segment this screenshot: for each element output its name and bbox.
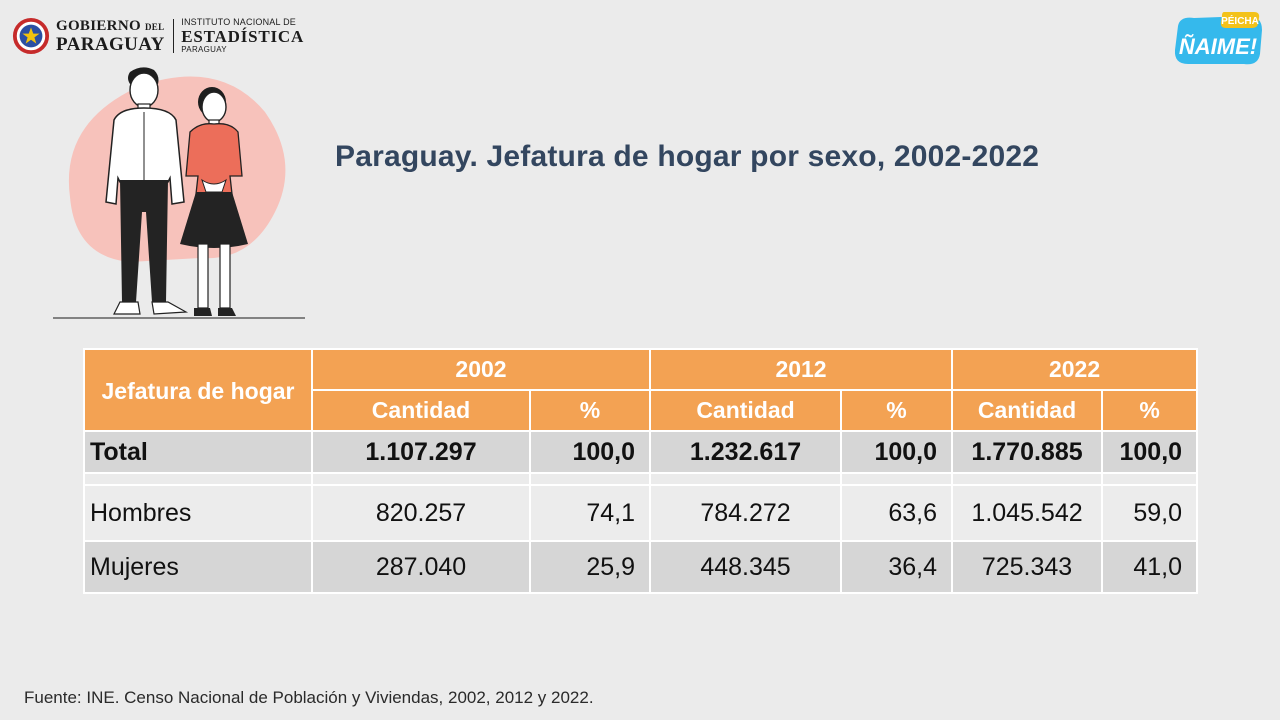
subheader-percent: %: [840, 389, 954, 432]
cell-2012-cantidad: 1.232.617: [649, 430, 843, 474]
campaign-top-text: PÉICHA: [1221, 14, 1259, 27]
row-label: Mujeres: [83, 540, 313, 594]
cell-2012-percent: 100,0: [840, 430, 954, 474]
gov-line2: PARAGUAY: [56, 33, 165, 55]
peicha-naime-logo: PÉICHA ÑAIME!: [1174, 12, 1262, 65]
subheader-cantidad: Cantidad: [311, 389, 531, 432]
ine-line3: PARAGUAY: [181, 45, 227, 54]
year-header-2022: 2022: [951, 348, 1199, 391]
row-header-label: Jefatura de hogar: [83, 348, 313, 432]
cell-2012-percent: 63,6: [840, 484, 954, 542]
table-row-total: Total 1.107.297 100,0 1.232.617 100,0 1.…: [83, 430, 1199, 474]
row-label: Hombres: [83, 484, 313, 542]
paraguay-seal-icon: [12, 17, 50, 55]
subheader-percent: %: [528, 389, 652, 432]
woman-figure: [180, 87, 248, 316]
table-row-mujeres: Mujeres 287.040 25,9 448.345 36,4 725.34…: [83, 540, 1199, 594]
source-note: Fuente: INE. Censo Nacional de Población…: [24, 688, 594, 707]
cell-2012-cantidad: 448.345: [649, 540, 843, 594]
table-row-hombres: Hombres 820.257 74,1 784.272 63,6 1.045.…: [83, 484, 1199, 542]
cell-2022-percent: 100,0: [1101, 430, 1199, 474]
ine-line1: INSTITUTO NACIONAL DE: [181, 17, 296, 27]
cell-2002-percent: 74,1: [528, 484, 652, 542]
subheader-percent: %: [1101, 389, 1199, 432]
cell-2002-cantidad: 820.257: [311, 484, 531, 542]
man-figure: [105, 67, 189, 315]
cell-2022-cantidad: 1.770.885: [951, 430, 1104, 474]
row-label: Total: [83, 430, 313, 474]
ine-line2: ESTADÍSTICA: [181, 27, 305, 46]
cell-2022-cantidad: 725.343: [951, 540, 1104, 594]
couple-illustration: [53, 67, 305, 319]
campaign-main-text: ÑAIME!: [1179, 34, 1257, 59]
cell-2002-cantidad: 287.040: [311, 540, 531, 594]
government-logo: GOBIERNO DEL PARAGUAY INSTITUTO NACIONAL…: [12, 16, 304, 56]
gov-line1: GOBIERNO: [56, 17, 141, 34]
cell-2002-percent: 100,0: [528, 430, 652, 474]
cell-2022-percent: 41,0: [1101, 540, 1199, 594]
subheader-cantidad: Cantidad: [649, 389, 843, 432]
cell-2012-cantidad: 784.272: [649, 484, 843, 542]
cell-2022-cantidad: 1.045.542: [951, 484, 1104, 542]
subheader-cantidad: Cantidad: [951, 389, 1104, 432]
logo-divider: [172, 19, 175, 53]
cell-2002-percent: 25,9: [528, 540, 652, 594]
gov-line1-small: DEL: [144, 21, 165, 32]
year-header-2002: 2002: [310, 348, 652, 391]
year-header-2012: 2012: [649, 348, 954, 391]
cell-2002-cantidad: 1.107.297: [311, 430, 531, 474]
cell-2012-percent: 36,4: [840, 540, 954, 594]
table-spacer: [83, 472, 1199, 486]
household-head-table: Jefatura de hogar 2002 2012 2022 Cantida…: [83, 348, 1199, 594]
cell-2022-percent: 59,0: [1101, 484, 1199, 542]
page-title: Paraguay. Jefatura de hogar por sexo, 20…: [335, 140, 1040, 173]
